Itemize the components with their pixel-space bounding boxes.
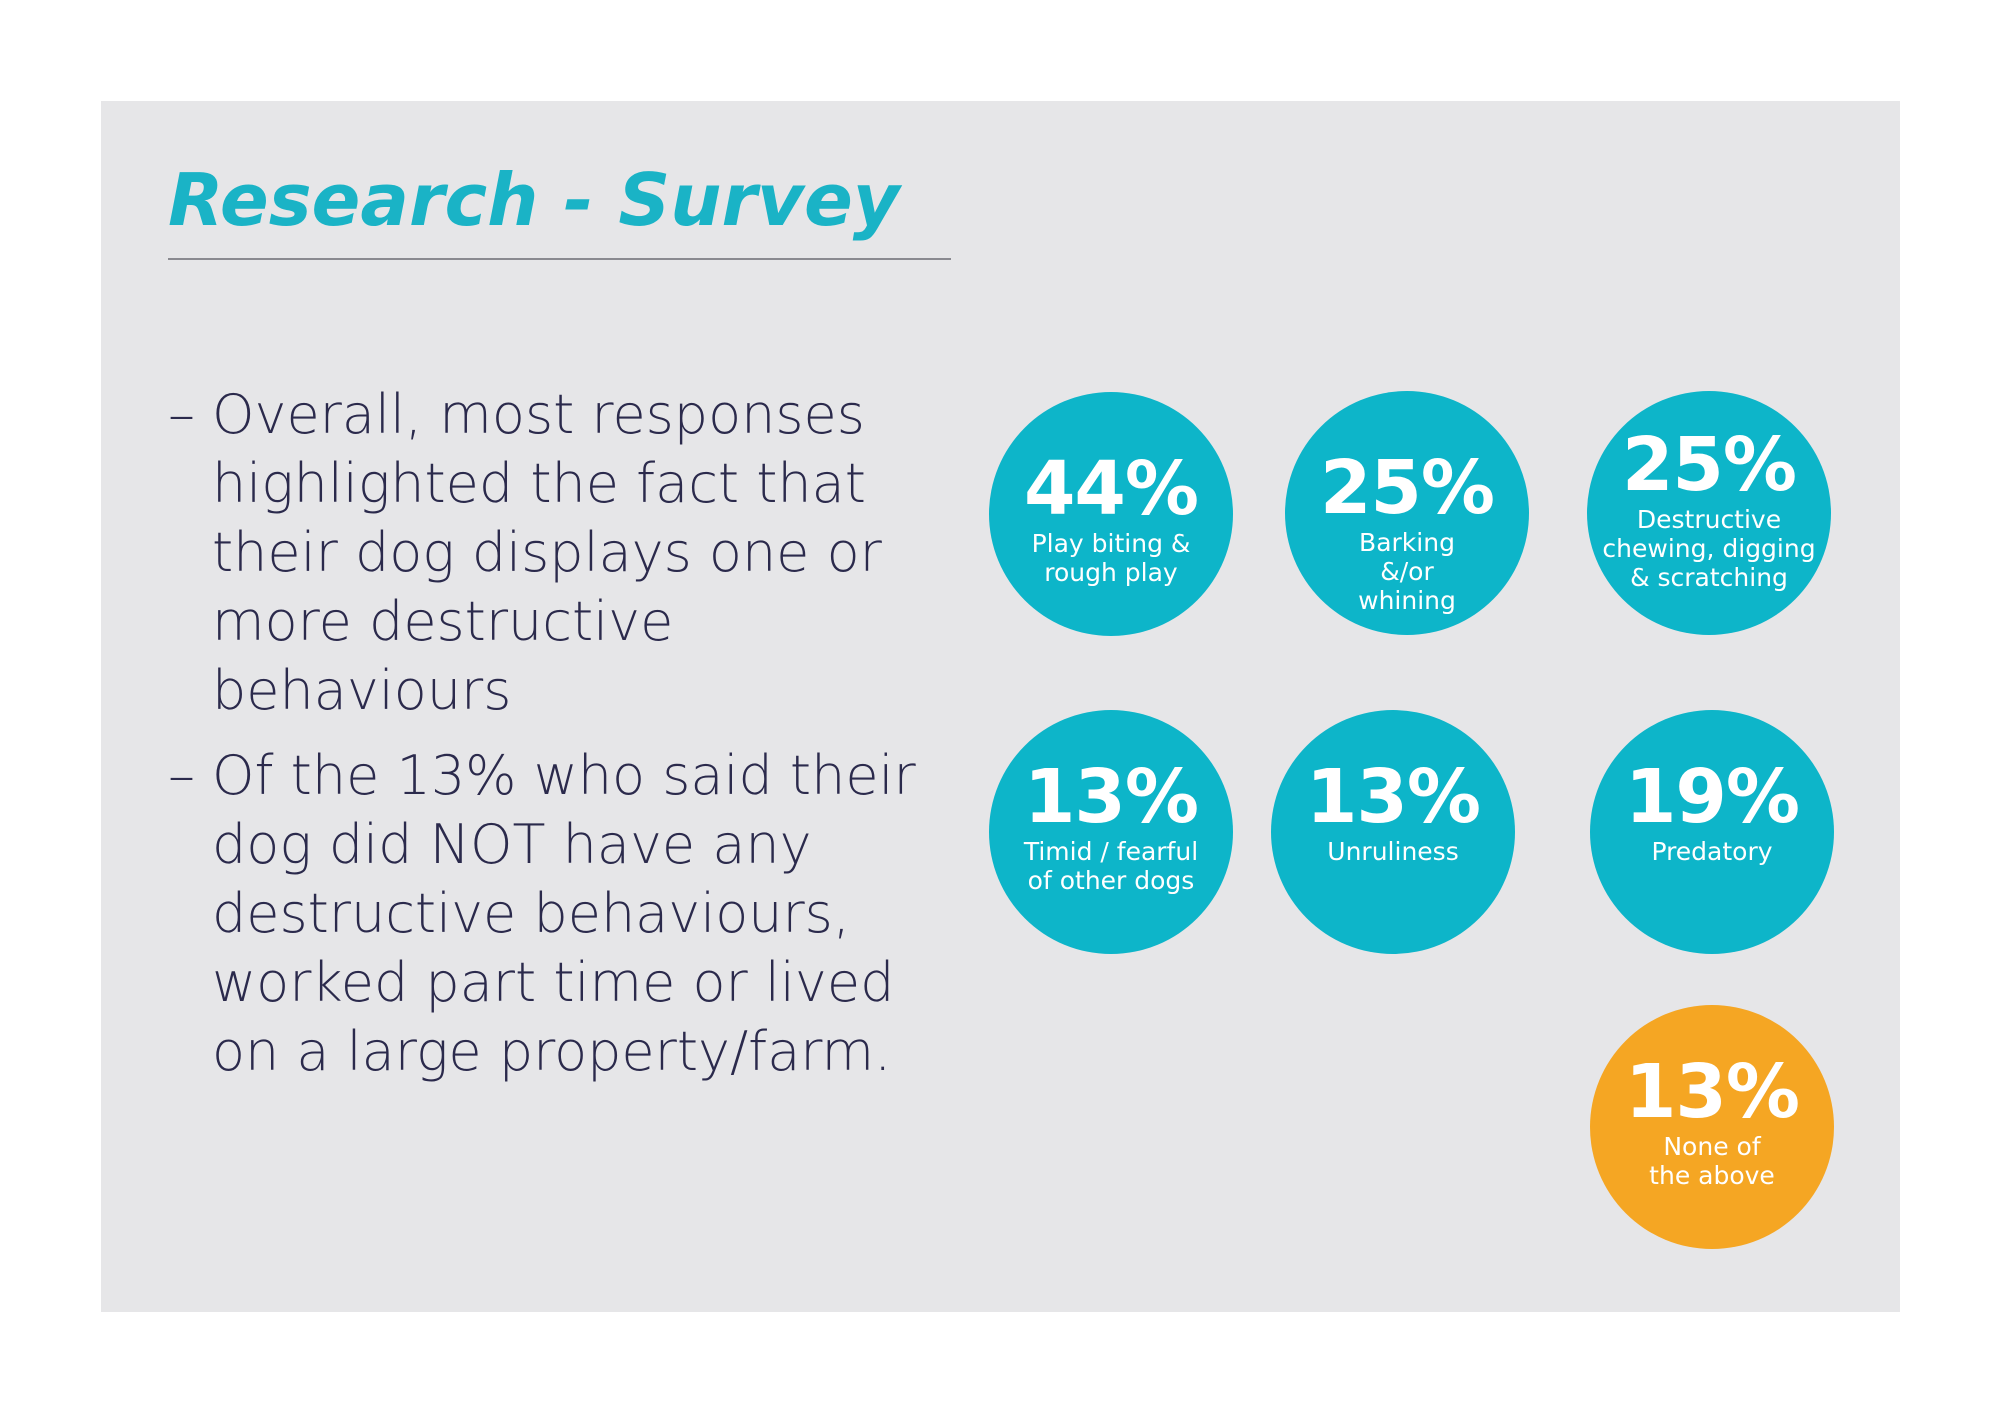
bullet-dash: – [168,383,195,446]
stat-circle-play-biting: 44% Play biting & rough play [989,392,1233,636]
stat-circle-none: 13% None of the above [1590,1005,1834,1249]
bullet-text: Overall, most responses highlighted the … [212,383,882,722]
stat-label: Barking &/or whining [1358,528,1456,615]
stat-value: 13% [1305,754,1481,840]
stat-value: 25% [1319,445,1495,531]
bullet-item: – Of the 13% who said their dog did NOT … [168,741,928,1086]
bullet-item: – Overall, most responses highlighted th… [168,380,928,725]
stat-value: 13% [1023,754,1199,840]
stat-value: 19% [1624,754,1800,840]
bullet-dash: – [168,744,195,807]
stat-circle-destructive-chewing: 25% Destructive chewing, digging & scrat… [1587,391,1831,635]
stat-circle-timid: 13% Timid / fearful of other dogs [989,710,1233,954]
stat-label: Timid / fearful of other dogs [1023,837,1199,895]
page-title: Research - Survey [168,158,900,242]
stat-label: Destructive chewing, digging & scratchin… [1602,505,1816,592]
stat-value: 44% [1023,446,1199,532]
stat-label: Predatory [1651,837,1773,866]
stat-circle-unruliness: 13% Unruliness [1271,710,1515,954]
title-underline [168,258,951,260]
stat-label: Play biting & rough play [1031,529,1191,587]
stat-circle-predatory: 19% Predatory [1590,710,1834,954]
stat-label: Unruliness [1327,837,1459,866]
bullet-text: Of the 13% who said their dog did NOT ha… [212,744,916,1083]
stat-circle-barking: 25% Barking &/or whining [1285,391,1529,635]
stat-value: 25% [1621,422,1797,508]
stat-value: 13% [1624,1049,1800,1135]
bullet-list: – Overall, most responses highlighted th… [168,380,928,1102]
stat-label: None of the above [1649,1132,1775,1190]
